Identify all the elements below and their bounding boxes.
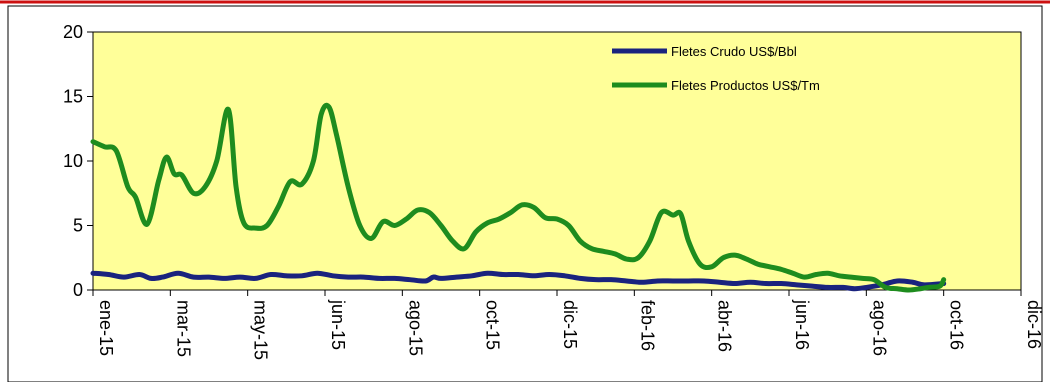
x-tick-label: mar-15 — [173, 300, 193, 357]
x-tick-label: dic-15 — [560, 300, 580, 349]
y-tick-label: 10 — [63, 151, 83, 171]
x-tick-label: abr-16 — [715, 300, 735, 352]
x-tick-label: oct-15 — [483, 300, 503, 350]
legend-label-crudo: Fletes Crudo US$/Bbl — [671, 44, 797, 59]
x-tick-label: ene-15 — [96, 300, 116, 356]
x-tick-label: dic-16 — [1024, 300, 1044, 349]
y-tick-label: 20 — [63, 22, 83, 42]
x-tick-label: feb-16 — [637, 300, 657, 351]
x-tick-label: ago-15 — [405, 300, 425, 356]
x-tick-label: jun-15 — [328, 299, 348, 350]
x-tick-label: jun-16 — [792, 299, 812, 350]
y-tick-label: 0 — [73, 280, 83, 300]
y-tick-label: 5 — [73, 216, 83, 236]
y-tick-label: 15 — [63, 87, 83, 107]
x-tick-label: oct-16 — [947, 300, 967, 350]
x-tick-label: ago-16 — [869, 300, 889, 356]
legend-label-productos: Fletes Productos US$/Tm — [671, 78, 820, 93]
x-tick-label: may-15 — [251, 300, 271, 360]
